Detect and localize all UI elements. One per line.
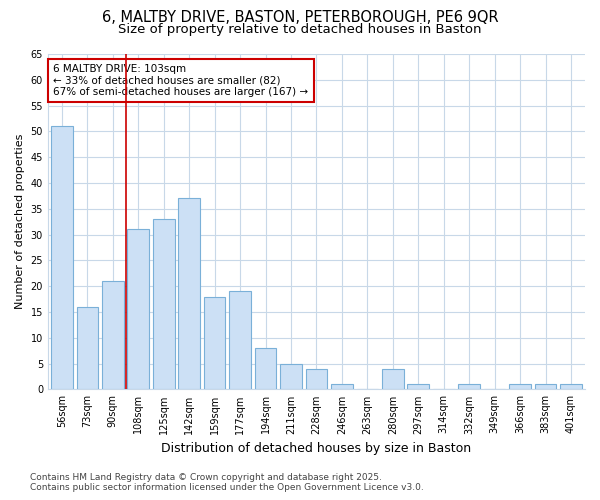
X-axis label: Distribution of detached houses by size in Baston: Distribution of detached houses by size …: [161, 442, 472, 455]
Bar: [153, 219, 175, 390]
Bar: [51, 126, 73, 390]
Bar: [331, 384, 353, 390]
Text: 6 MALTBY DRIVE: 103sqm
← 33% of detached houses are smaller (82)
67% of semi-det: 6 MALTBY DRIVE: 103sqm ← 33% of detached…: [53, 64, 308, 98]
Text: 6, MALTBY DRIVE, BASTON, PETERBOROUGH, PE6 9QR: 6, MALTBY DRIVE, BASTON, PETERBOROUGH, P…: [101, 10, 499, 25]
Bar: [178, 198, 200, 390]
Bar: [102, 281, 124, 390]
Text: Size of property relative to detached houses in Baston: Size of property relative to detached ho…: [118, 22, 482, 36]
Text: Contains HM Land Registry data © Crown copyright and database right 2025.
Contai: Contains HM Land Registry data © Crown c…: [30, 473, 424, 492]
Bar: [560, 384, 582, 390]
Bar: [204, 296, 226, 390]
Bar: [255, 348, 277, 390]
Bar: [280, 364, 302, 390]
Bar: [77, 307, 98, 390]
Bar: [407, 384, 429, 390]
Bar: [535, 384, 556, 390]
Bar: [229, 292, 251, 390]
Bar: [382, 369, 404, 390]
Y-axis label: Number of detached properties: Number of detached properties: [15, 134, 25, 310]
Bar: [305, 369, 327, 390]
Bar: [127, 230, 149, 390]
Bar: [458, 384, 480, 390]
Bar: [509, 384, 531, 390]
